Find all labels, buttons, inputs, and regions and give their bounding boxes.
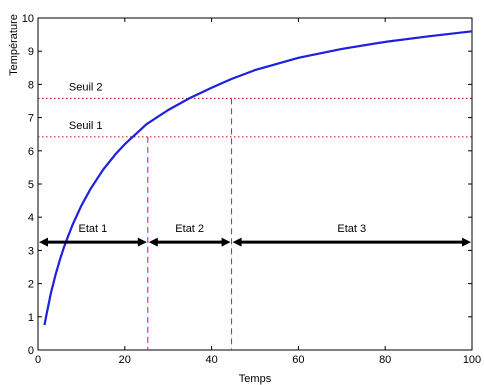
x-tick-label: 60: [292, 354, 304, 366]
y-tick-label: 4: [28, 212, 34, 224]
x-tick-label: 100: [463, 354, 481, 366]
y-tick-label: 0: [28, 345, 34, 357]
y-tick-label: 5: [28, 179, 34, 191]
y-tick-label: 8: [28, 79, 34, 91]
state-arrowhead-right-3: [462, 237, 471, 247]
state-label-3: Etat 3: [337, 223, 366, 235]
y-tick-label: 6: [28, 146, 34, 158]
x-tick-label: 20: [119, 354, 131, 366]
x-tick-label: 0: [35, 354, 41, 366]
y-tick-label: 10: [22, 13, 34, 25]
state-label-2: Etat 2: [175, 223, 204, 235]
state-arrowhead-left-1: [39, 237, 48, 247]
state-arrowhead-left-2: [148, 237, 158, 247]
state-arrowhead-left-3: [232, 237, 242, 247]
y-tick-label: 3: [28, 245, 34, 257]
x-tick-label: 80: [379, 354, 391, 366]
y-tick-label: 1: [28, 312, 34, 324]
y-tick-label: 9: [28, 46, 34, 58]
threshold-label-1: Seuil 1: [69, 120, 103, 132]
threshold-label-2: Seuil 2: [69, 81, 103, 93]
state-label-1: Etat 1: [79, 223, 108, 235]
plot-area: [37, 17, 473, 351]
y-axis-label: Température: [8, 14, 20, 76]
y-tick-label: 2: [28, 279, 34, 291]
x-axis-label: Temps: [239, 373, 272, 385]
state-arrowhead-right-1: [137, 237, 147, 247]
state-arrowhead-right-2: [221, 237, 231, 247]
temperature-curve: [43, 30, 473, 326]
y-tick-label: 7: [28, 113, 34, 125]
x-tick-label: 40: [205, 354, 217, 366]
